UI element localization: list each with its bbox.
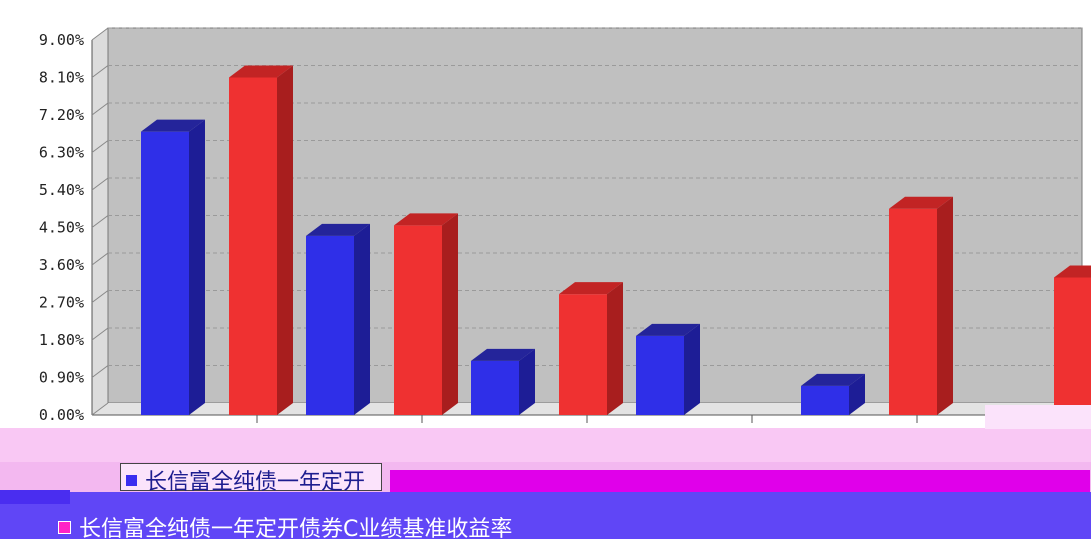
bar-front [141, 131, 189, 415]
bars [141, 65, 1091, 416]
gridline-diagonal [91, 290, 109, 303]
bar-front [559, 294, 607, 415]
bar-front [394, 225, 442, 415]
y-tick-label: 8.10% [39, 69, 84, 87]
y-tick-label: 9.00% [39, 31, 84, 49]
bar-top [471, 348, 535, 361]
y-tick-label: 0.90% [39, 369, 84, 387]
legend-label-series-2: 长信富全纯债一年定开债券C业绩基准收益率 [79, 517, 513, 542]
blue-glitch-strip [0, 490, 70, 504]
bar-series1-2 [471, 348, 535, 415]
gridline-diagonal [91, 140, 109, 153]
gridline-diagonal [91, 252, 109, 266]
y-tick-label: 1.80% [39, 331, 84, 349]
gridline-diagonal [91, 402, 109, 416]
y-axis-tick-labels: 9.00% 8.10% 7.20% 6.30% 5.40% 4.50% 3.60% 2.70%… [39, 31, 84, 424]
bar-series2-5 [1054, 265, 1091, 415]
bar-top [889, 196, 953, 209]
y-tick-label: 6.30% [39, 144, 84, 162]
bar-series1-4 [801, 373, 865, 415]
bar-top [229, 65, 293, 78]
bar-side [607, 282, 623, 415]
bar-series1-1 [306, 223, 370, 415]
bar-top [141, 119, 205, 132]
noise-band-bottom [0, 492, 1091, 539]
bar-series2-2 [559, 282, 623, 415]
legend-box-glitch [120, 463, 382, 491]
bar-front [471, 360, 519, 415]
legend-item-series-2: 长信富全纯债一年定开债券C业绩基准收益率 [58, 511, 512, 543]
bar-front [636, 335, 684, 415]
y-tick-label: 2.70% [39, 294, 84, 312]
bar-front [889, 208, 937, 415]
bar-side [519, 348, 535, 415]
gridline-diagonal [91, 27, 109, 41]
bar-side [937, 196, 953, 415]
magenta-glitch-strip [390, 470, 1090, 492]
y-tick-label: 5.40% [39, 181, 84, 199]
legend-swatch-magenta [58, 520, 71, 534]
bar-series1-3 [636, 323, 700, 415]
gridline-diagonal [91, 215, 109, 228]
legend-label-series-1: 长信富全纯债一年定开 [145, 470, 366, 495]
legend-item-series-1: 长信富全纯债一年定开 [126, 464, 365, 496]
bar-side [354, 223, 370, 415]
legend-swatch-blue [126, 474, 137, 486]
bar-side [189, 119, 205, 416]
bar-series2-0 [229, 65, 293, 415]
bar-top [801, 373, 865, 386]
bar-series1-0 [141, 119, 205, 416]
bar-top [636, 323, 700, 336]
gridline-diagonal [91, 102, 109, 116]
y-tick-label: 3.60% [39, 256, 84, 274]
noise-band-top [0, 428, 1091, 462]
bar-front [801, 385, 849, 415]
gridline-diagonal [91, 327, 109, 341]
gridline-diagonal [91, 177, 109, 191]
gridline-diagonal [91, 65, 109, 78]
bar-side [442, 213, 458, 415]
bar-side [684, 323, 700, 415]
bar-top [1054, 265, 1091, 278]
bar-side [277, 65, 293, 415]
bar-series2-4 [889, 196, 953, 415]
gridline-diagonal [91, 365, 109, 378]
y-tick-label: 0.00% [39, 406, 84, 424]
bar-front [1054, 277, 1091, 415]
y-tick-label: 4.50% [39, 219, 84, 237]
bar-series2-1 [394, 213, 458, 415]
bar-front [306, 235, 354, 415]
bar-top [394, 213, 458, 226]
y-tick-label: 7.20% [39, 106, 84, 124]
bar-front [229, 77, 277, 415]
bar-top [559, 282, 623, 295]
corner-glitch [985, 405, 1091, 429]
bar-side [849, 373, 865, 415]
bar-top [306, 223, 370, 236]
